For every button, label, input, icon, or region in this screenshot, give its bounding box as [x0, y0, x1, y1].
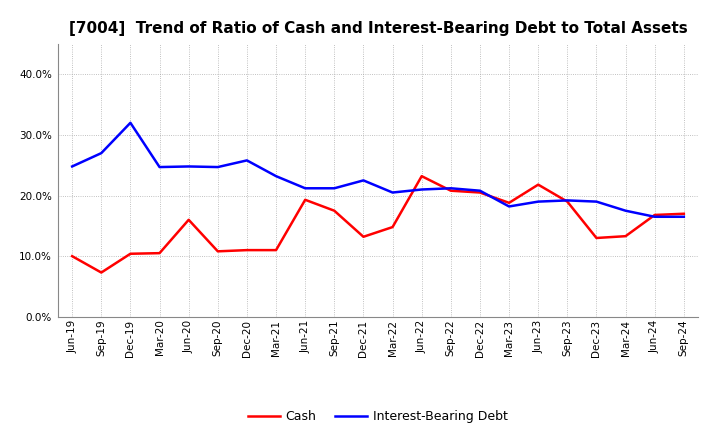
- Title: [7004]  Trend of Ratio of Cash and Interest-Bearing Debt to Total Assets: [7004] Trend of Ratio of Cash and Intere…: [68, 21, 688, 36]
- Interest-Bearing Debt: [680, 214, 688, 220]
- Interest-Bearing Debt: [330, 186, 338, 191]
- Interest-Bearing Debt: [156, 165, 164, 170]
- Cash: [359, 234, 368, 239]
- Line: Cash: Cash: [72, 176, 684, 272]
- Cash: [243, 247, 251, 253]
- Interest-Bearing Debt: [97, 150, 106, 156]
- Interest-Bearing Debt: [534, 199, 543, 204]
- Legend: Cash, Interest-Bearing Debt: Cash, Interest-Bearing Debt: [243, 405, 513, 428]
- Cash: [534, 182, 543, 187]
- Cash: [592, 235, 600, 241]
- Line: Interest-Bearing Debt: Interest-Bearing Debt: [72, 123, 684, 217]
- Interest-Bearing Debt: [476, 188, 485, 193]
- Cash: [476, 190, 485, 195]
- Cash: [388, 224, 397, 230]
- Interest-Bearing Debt: [418, 187, 426, 192]
- Cash: [184, 217, 193, 223]
- Interest-Bearing Debt: [359, 178, 368, 183]
- Cash: [330, 208, 338, 213]
- Cash: [156, 250, 164, 256]
- Interest-Bearing Debt: [621, 208, 630, 213]
- Interest-Bearing Debt: [388, 190, 397, 195]
- Interest-Bearing Debt: [563, 198, 572, 203]
- Cash: [418, 173, 426, 179]
- Interest-Bearing Debt: [592, 199, 600, 204]
- Cash: [621, 234, 630, 239]
- Cash: [68, 253, 76, 259]
- Cash: [650, 213, 659, 218]
- Cash: [271, 247, 280, 253]
- Interest-Bearing Debt: [126, 120, 135, 125]
- Cash: [680, 211, 688, 216]
- Interest-Bearing Debt: [68, 164, 76, 169]
- Cash: [126, 251, 135, 257]
- Cash: [301, 197, 310, 202]
- Interest-Bearing Debt: [271, 173, 280, 179]
- Interest-Bearing Debt: [505, 204, 513, 209]
- Interest-Bearing Debt: [213, 165, 222, 170]
- Cash: [213, 249, 222, 254]
- Interest-Bearing Debt: [301, 186, 310, 191]
- Interest-Bearing Debt: [446, 186, 455, 191]
- Interest-Bearing Debt: [243, 158, 251, 163]
- Interest-Bearing Debt: [184, 164, 193, 169]
- Cash: [563, 199, 572, 204]
- Cash: [97, 270, 106, 275]
- Cash: [446, 188, 455, 193]
- Cash: [505, 200, 513, 205]
- Interest-Bearing Debt: [650, 214, 659, 220]
